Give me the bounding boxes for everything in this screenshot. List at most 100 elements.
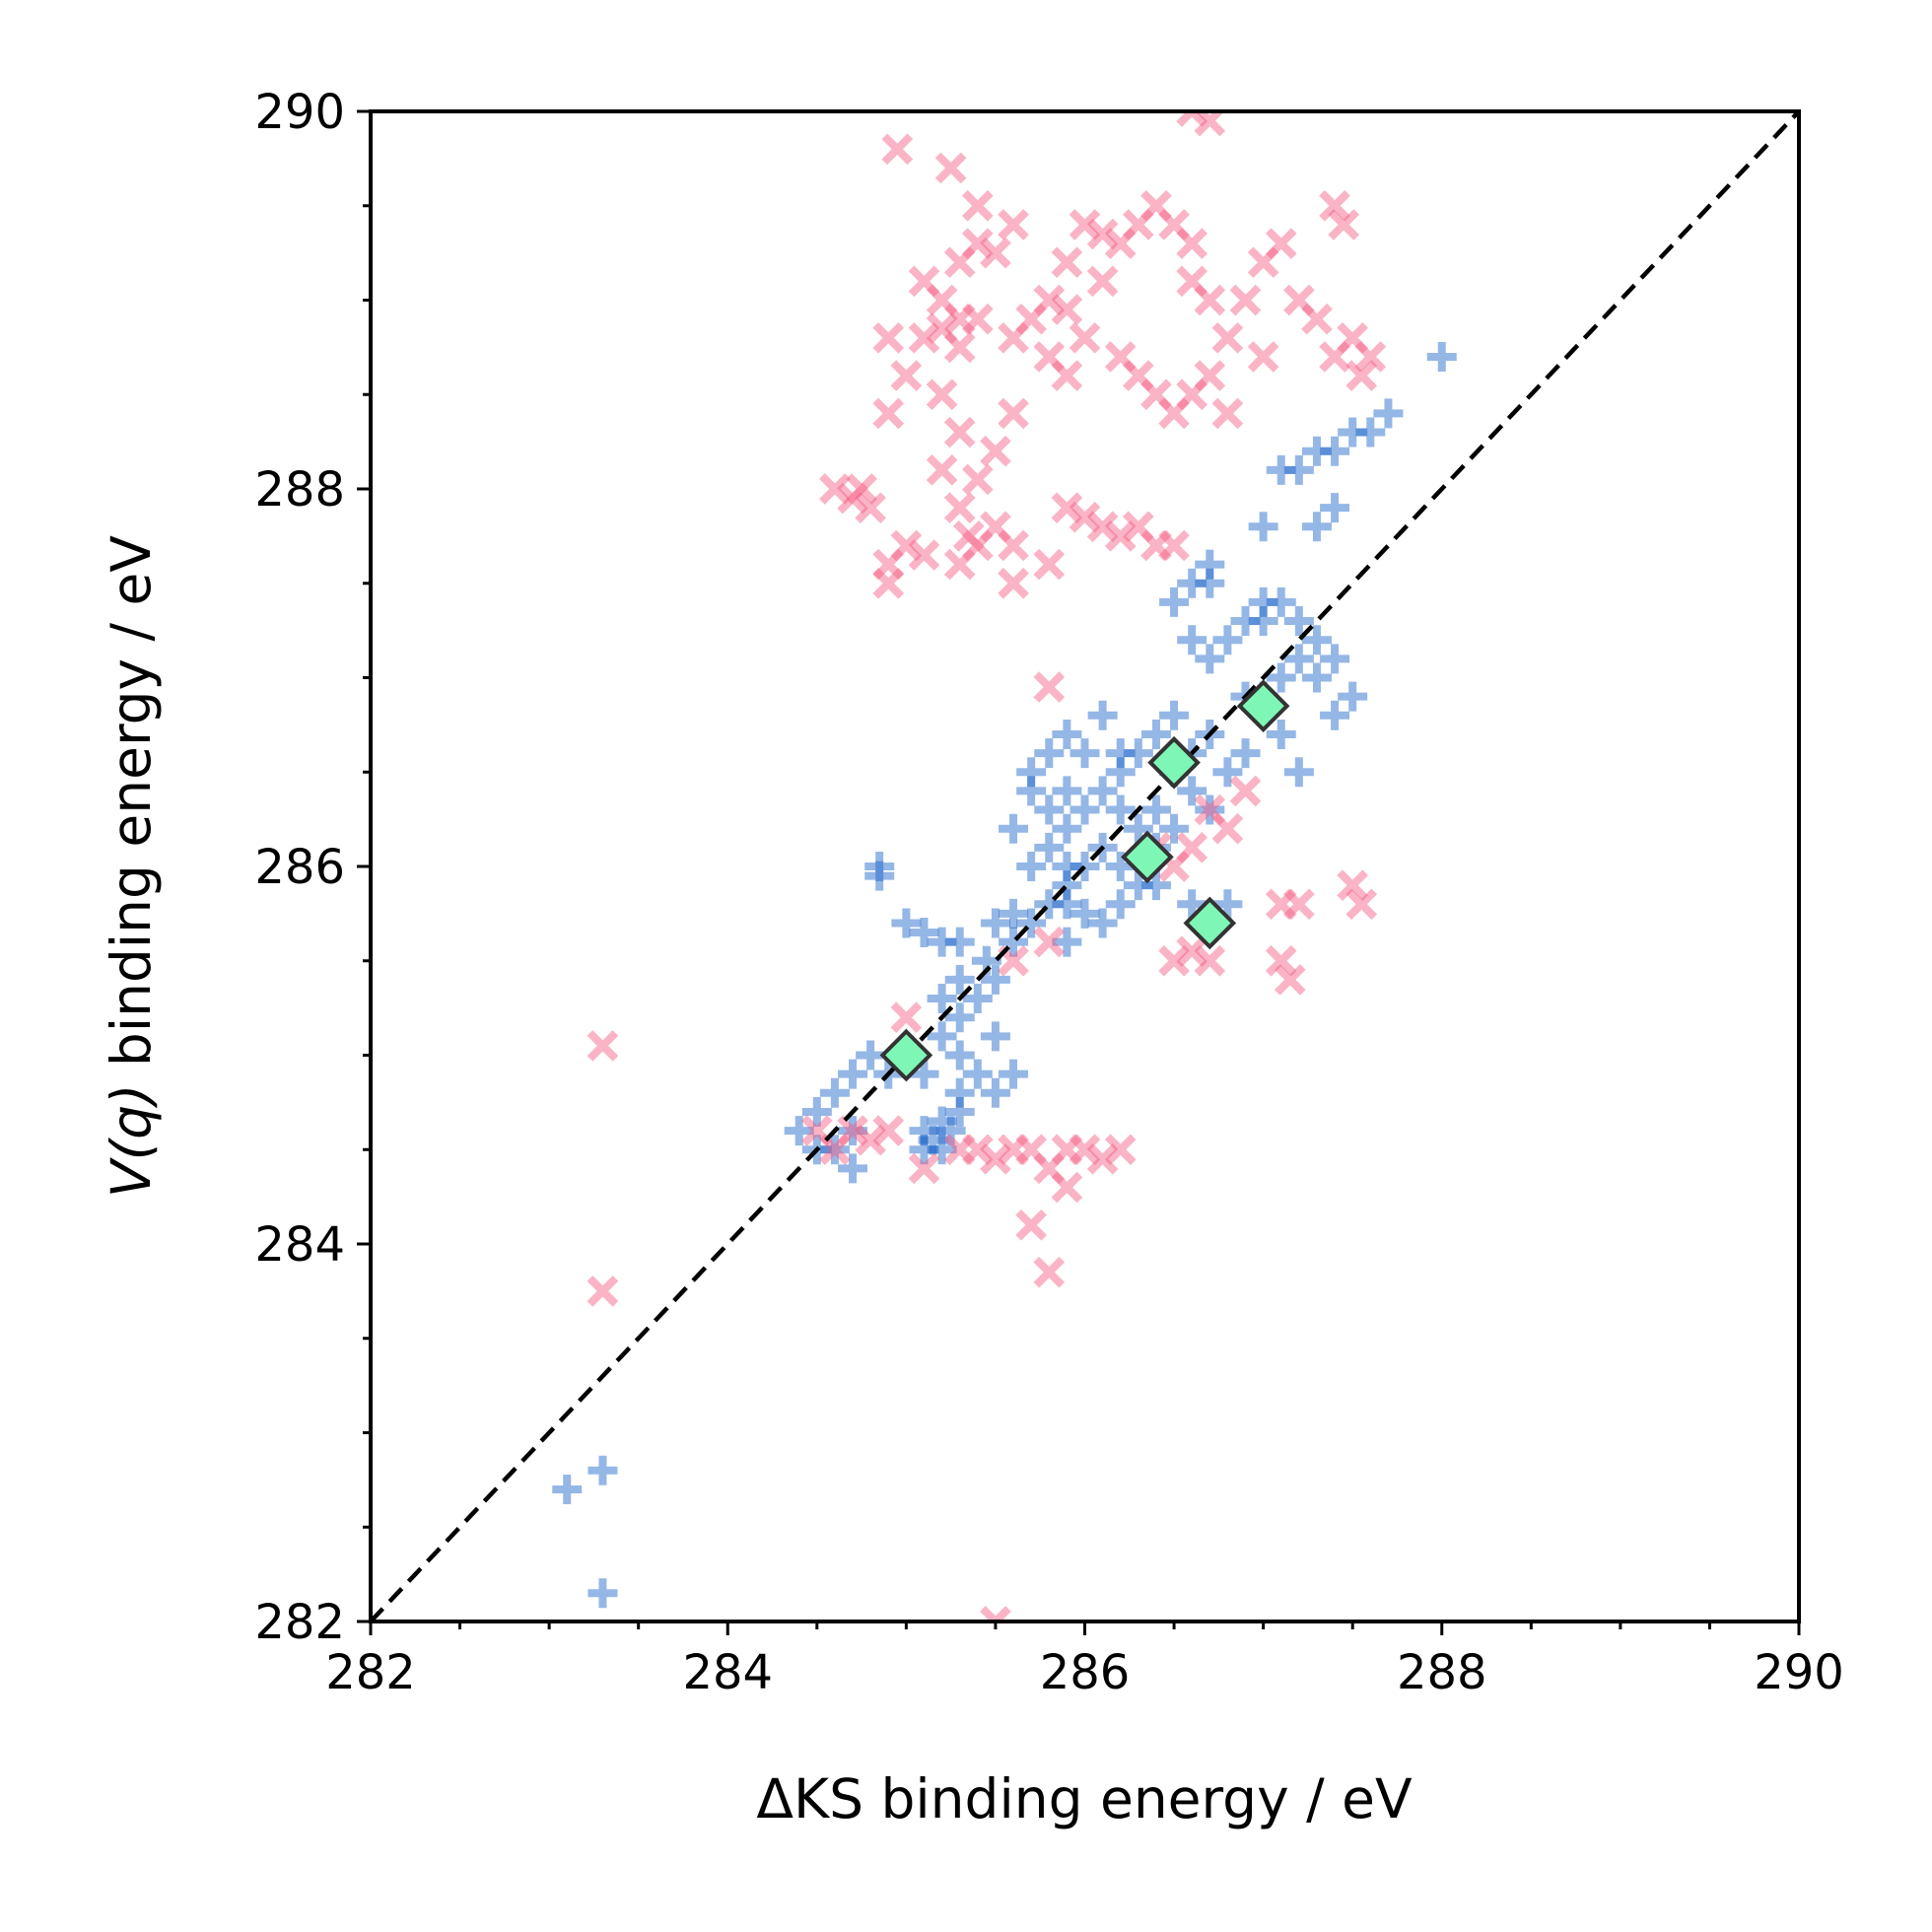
diamond-point <box>1183 896 1237 950</box>
cross-point <box>872 321 905 354</box>
cross-point <box>819 1134 851 1166</box>
plus-point <box>1212 889 1243 920</box>
plus-point <box>944 1040 975 1070</box>
cross-point <box>1140 379 1172 411</box>
cross-point <box>998 567 1029 599</box>
cross-point <box>837 482 868 515</box>
cross-point <box>1033 1152 1066 1185</box>
cross-point <box>1123 511 1154 543</box>
plus-point <box>1016 757 1047 788</box>
plus-point <box>1212 757 1243 788</box>
cross-point <box>1104 228 1137 259</box>
cross-point <box>1123 360 1154 391</box>
plus-point <box>1301 512 1332 542</box>
cross-point <box>1015 1134 1047 1166</box>
plus-point <box>1283 757 1314 788</box>
plus-point <box>1070 794 1100 825</box>
plus-point <box>1070 738 1100 769</box>
cross-point <box>926 379 958 411</box>
cross-point <box>1086 1142 1119 1175</box>
cross-point <box>1015 1209 1047 1241</box>
cross-point <box>1069 321 1101 354</box>
cross-point <box>998 209 1029 241</box>
x-tick-label: 290 <box>1754 1645 1844 1700</box>
cross-point <box>1229 775 1262 807</box>
plus-point <box>1034 794 1065 825</box>
plus-point <box>1266 586 1296 617</box>
plus-point <box>1070 852 1100 881</box>
cross-point <box>943 331 976 364</box>
cross-point <box>1194 360 1226 391</box>
cross-point <box>1319 189 1350 222</box>
cross-point <box>1069 209 1101 241</box>
plus-point <box>1338 417 1368 448</box>
cross-point <box>1319 341 1350 373</box>
cross-point <box>1051 1171 1083 1204</box>
plus-point <box>1320 644 1350 674</box>
plus-point <box>999 1059 1029 1089</box>
cross-point <box>846 473 877 505</box>
plus-point <box>1052 889 1082 920</box>
cross-point <box>1346 360 1378 391</box>
cross-point <box>1229 284 1262 316</box>
plus-point <box>1177 568 1208 598</box>
plus-point <box>999 927 1029 957</box>
cross-point <box>1211 812 1244 845</box>
cross-point <box>1176 832 1208 863</box>
cross-point <box>1158 529 1190 562</box>
cross-point <box>943 303 976 335</box>
cross-point <box>1051 246 1083 279</box>
cross-point <box>998 397 1029 430</box>
cross-point <box>1158 397 1190 430</box>
plus-point <box>1266 662 1296 693</box>
plus-point <box>1283 606 1314 637</box>
diamond-point <box>879 1028 933 1082</box>
plus-point <box>1070 898 1100 929</box>
plus-point <box>1123 813 1153 844</box>
plus-point <box>819 1077 850 1108</box>
cross-point <box>926 312 958 345</box>
plus-point <box>891 908 922 938</box>
plus-point <box>1052 870 1082 901</box>
cross-point <box>1247 341 1279 373</box>
plus-point <box>1087 908 1118 938</box>
plus-point <box>801 1096 832 1127</box>
cross-point <box>1104 341 1137 373</box>
plus-point <box>980 964 1010 995</box>
plus-point <box>1283 644 1314 674</box>
plus-point <box>1087 700 1118 730</box>
plus-point <box>1248 512 1278 542</box>
plus-point <box>1320 700 1350 730</box>
plus-point <box>1283 454 1314 485</box>
plus-point <box>1301 625 1332 656</box>
plus-point <box>1034 889 1065 920</box>
cross-point <box>943 492 976 523</box>
cross-point <box>961 228 994 259</box>
plus-point <box>587 1455 618 1485</box>
plus-point <box>1301 662 1332 693</box>
plus-point <box>1355 417 1386 448</box>
plot-area <box>552 111 1457 1622</box>
plus-point <box>1087 776 1118 806</box>
plus-point <box>838 1153 868 1184</box>
cross-point <box>1274 964 1306 996</box>
cross-point <box>1265 944 1297 977</box>
cross-point <box>1337 869 1369 901</box>
reference-line <box>371 111 1799 1622</box>
x-tick-label: 284 <box>682 1645 773 1700</box>
plus-point <box>999 813 1029 844</box>
cross-point <box>980 1606 1011 1622</box>
cross-point <box>1328 209 1359 241</box>
cross-point <box>943 246 976 279</box>
plus-point <box>1140 719 1171 749</box>
x-tick-label: 282 <box>325 1645 416 1700</box>
cross-point <box>952 520 985 552</box>
plus-point <box>552 1474 583 1504</box>
cross-point <box>1176 228 1208 259</box>
diamond-point <box>1147 735 1201 790</box>
cross-point <box>1086 265 1119 298</box>
cross-point <box>1283 888 1315 921</box>
cross-point <box>998 529 1029 562</box>
cross-point <box>1033 926 1066 958</box>
